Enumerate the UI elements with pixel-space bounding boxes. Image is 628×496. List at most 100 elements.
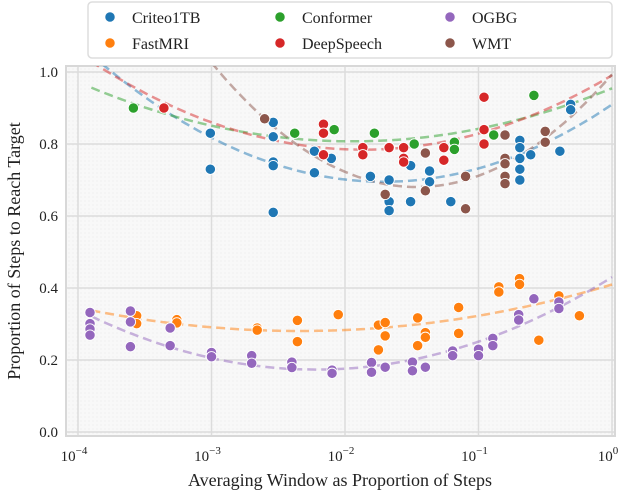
legend-marker	[104, 37, 116, 49]
point-conformer	[127, 102, 140, 114]
point-criteo1tb	[404, 195, 417, 208]
point-wmt	[459, 203, 472, 215]
point-wmt	[419, 147, 432, 159]
y-tick-label: 0.0	[39, 425, 58, 441]
y-axis-label: Proportion of Steps to Reach Target	[4, 122, 24, 380]
legend-item-wmt: WMT	[444, 36, 511, 53]
legend-marker	[274, 37, 286, 49]
legend-label: WMT	[472, 36, 511, 53]
point-fastmri	[251, 324, 263, 336]
point-deepspeech	[398, 141, 410, 154]
point-criteo1tb	[267, 131, 279, 143]
point-conformer	[528, 89, 540, 102]
point-criteo1tb	[383, 204, 395, 217]
legend-label: Criteo1TB	[132, 10, 200, 27]
point-criteo1tb	[514, 141, 526, 154]
point-deepspeech	[317, 149, 330, 161]
point-ogbg	[379, 361, 391, 373]
point-conformer	[448, 143, 461, 156]
point-fastmri	[419, 331, 432, 343]
point-criteo1tb	[423, 176, 436, 188]
legend-item-ogbg: OGBG	[444, 10, 518, 27]
point-conformer	[328, 123, 340, 136]
point-ogbg	[365, 356, 378, 369]
point-deepspeech	[478, 138, 490, 150]
point-conformer	[488, 129, 500, 141]
point-wmt	[499, 129, 511, 141]
y-tick-labels: 0.0 0.2 0.4 0.6 0.8 1.0	[39, 65, 58, 441]
legend-marker	[444, 11, 456, 23]
point-wmt	[539, 136, 551, 148]
point-deepspeech	[398, 156, 410, 168]
point-ogbg	[553, 302, 565, 315]
point-conformer	[289, 127, 301, 139]
point-criteo1tb	[554, 145, 566, 157]
data-points	[84, 89, 586, 379]
point-wmt	[499, 158, 511, 170]
point-criteo1tb	[514, 152, 526, 165]
legend: Criteo1TB FastMRI Conformer DeepSpeech OGBG W…	[87, 1, 613, 59]
point-ogbg	[124, 305, 137, 317]
point-ogbg	[124, 316, 137, 328]
point-ogbg	[286, 361, 298, 374]
point-deepspeech	[478, 123, 490, 136]
point-ogbg	[84, 329, 96, 341]
plot-area	[65, 65, 616, 437]
point-fastmri	[573, 310, 586, 322]
point-fastmri	[372, 344, 385, 356]
point-wmt	[539, 125, 551, 138]
point-fastmri	[411, 312, 424, 324]
point-fastmri	[452, 301, 465, 314]
point-ogbg	[528, 293, 540, 305]
point-criteo1tb	[364, 170, 377, 183]
point-deepspeech	[383, 141, 395, 154]
point-fastmri	[291, 314, 304, 327]
point-criteo1tb	[308, 167, 321, 179]
point-criteo1tb	[514, 163, 526, 175]
point-criteo1tb	[204, 163, 216, 175]
legend-item-fastmri: FastMRI	[104, 36, 189, 53]
legend-item-conformer: Conformer	[274, 10, 373, 27]
point-deepspeech	[317, 127, 330, 139]
point-criteo1tb	[204, 127, 216, 139]
y-tick-label: 0.2	[39, 353, 58, 369]
point-criteo1tb	[267, 159, 279, 172]
x-tick-label: 10−3	[194, 445, 221, 465]
point-deepspeech	[158, 102, 170, 114]
x-tick-labels: 10−4 10−3 10−2 10−1 100	[61, 445, 619, 465]
point-fastmri	[493, 286, 505, 298]
y-tick-label: 0.8	[39, 137, 58, 153]
trendline-conformer	[90, 86, 613, 143]
legend-marker	[274, 11, 286, 23]
legend-box	[87, 1, 613, 59]
point-wmt	[379, 188, 391, 201]
legend-marker	[104, 11, 116, 23]
point-deepspeech	[478, 91, 490, 103]
trendline-ogbg	[90, 276, 613, 371]
y-tick-label: 1.0	[39, 65, 58, 81]
point-fastmri	[452, 327, 465, 340]
point-fastmri	[379, 316, 391, 329]
point-ogbg	[326, 367, 338, 379]
y-tick-label: 0.4	[39, 281, 58, 297]
point-wmt	[258, 113, 271, 125]
legend-label: OGBG	[472, 10, 518, 27]
point-criteo1tb	[383, 174, 395, 186]
point-ogbg	[419, 361, 432, 373]
legend-item-criteo1tb: Criteo1TB	[104, 10, 200, 27]
x-axis-label: Averaging Window as Proportion of Steps	[188, 470, 492, 490]
point-ogbg	[446, 350, 459, 362]
point-fastmri	[379, 330, 391, 342]
x-tick-label: 100	[598, 445, 619, 465]
legend-item-deepspeech: DeepSpeech	[274, 36, 382, 53]
point-fastmri	[332, 308, 344, 321]
point-deepspeech	[357, 149, 369, 161]
point-criteo1tb	[445, 195, 457, 208]
point-criteo1tb	[514, 174, 526, 186]
point-ogbg	[164, 322, 176, 334]
legend-label: DeepSpeech	[302, 36, 382, 53]
point-ogbg	[487, 339, 499, 352]
trendline-deepspeech	[95, 66, 613, 151]
point-wmt	[419, 185, 432, 197]
